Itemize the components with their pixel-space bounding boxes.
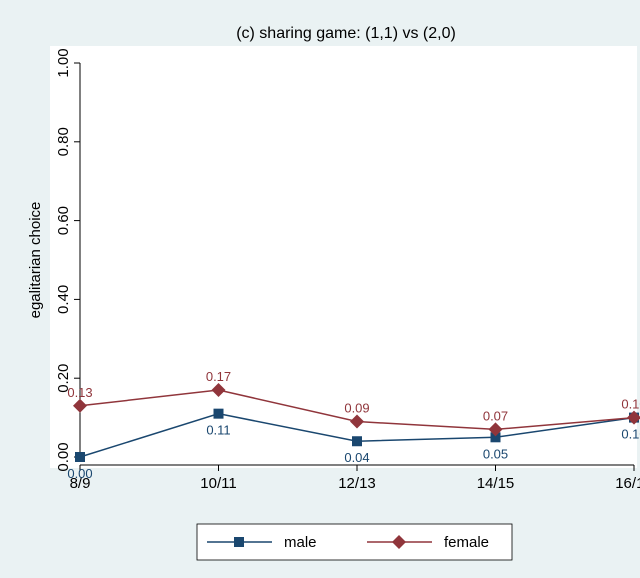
x-tick-label: 14/15: [477, 475, 515, 492]
data-point: [350, 414, 364, 429]
data-label: 0.05: [483, 446, 508, 461]
data-point: [490, 432, 501, 443]
y-tick-label: 0.20: [55, 364, 72, 393]
y-tick-label: 0.40: [55, 285, 72, 314]
x-tick-label: 12/13: [338, 475, 376, 492]
y-tick-label: 0.60: [55, 206, 72, 235]
data-point: [488, 422, 503, 437]
legend-marker: [392, 535, 406, 549]
x-tick-label: 8/9: [70, 475, 91, 492]
y-tick-label: 1.00: [55, 48, 72, 77]
data-label: 0.04: [344, 450, 369, 465]
chart-title: (c) sharing game: (1,1) vs (2,0): [236, 25, 456, 42]
legend-label: male: [284, 534, 317, 551]
data-label: 0.17: [206, 369, 231, 384]
x-tick-label: 10/11: [200, 475, 236, 492]
data-label: 0.13: [67, 385, 92, 400]
data-label: 0.09: [344, 401, 369, 416]
data-point: [75, 452, 85, 462]
legend-marker: [234, 537, 244, 547]
y-tick-label: 0.00: [55, 442, 72, 471]
data-label: 0.10: [621, 397, 640, 412]
data-label: 0.10: [621, 427, 640, 442]
x-tick-label: 16/17: [615, 475, 640, 492]
data-label: 0.07: [483, 408, 508, 423]
data-point: [627, 410, 640, 425]
y-tick-label: 0.80: [55, 127, 72, 156]
data-point: [73, 398, 87, 413]
data-label: 0.00: [67, 466, 92, 481]
data-point: [352, 436, 362, 447]
data-point: [213, 408, 224, 419]
data-label: 0.11: [206, 423, 230, 438]
data-point: [211, 383, 226, 398]
legend-label: female: [444, 534, 489, 551]
y-axis-label: egalitarian choice: [27, 202, 44, 319]
